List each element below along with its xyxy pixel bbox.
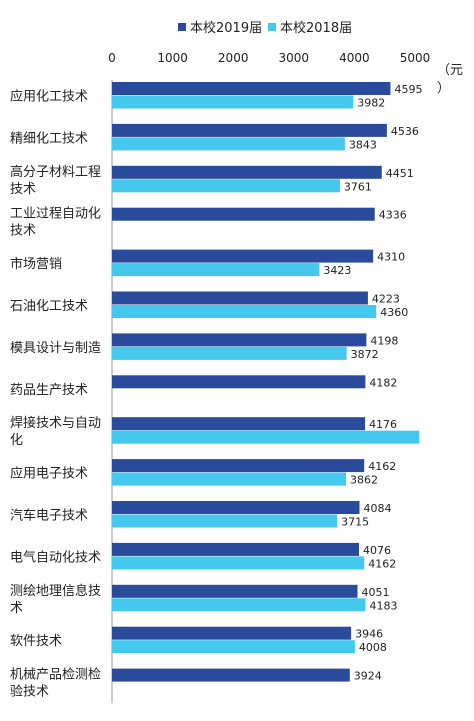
category-label: 焊接技术与自动 [10,415,101,431]
category-label: 市场营销 [10,256,62,272]
bar-2018 [112,472,347,486]
x-tick-label: 5000 [400,51,431,65]
value-label: 3843 [349,138,377,151]
bar-2018 [112,556,365,570]
legend-swatch [268,23,276,31]
value-label: 4310 [377,251,405,264]
value-label: 4162 [368,460,396,473]
bar-2018 [112,640,355,654]
unit-label-cont: ） [437,81,450,96]
value-label: 4198 [370,334,398,347]
value-label: 4223 [372,293,400,306]
unit-label: （元 [437,63,463,78]
category-label: 电气自动化技术 [10,549,101,565]
category-label: 验技术 [10,684,49,700]
value-label: 4008 [359,641,387,654]
bar-2019 [112,668,350,682]
category-label: 高分子材料工程 [10,164,101,180]
value-label: 3872 [351,348,379,361]
bar-2019 [112,165,382,179]
x-tick-label: 4000 [339,51,370,65]
bar-2018 [112,179,340,193]
bar-2019 [112,626,352,640]
legend-label: 本校2018届 [280,20,352,36]
category-labels: 应用化工技术精细化工技术高分子材料工程技术工业过程自动化技术市场营销石油化工技术… [10,89,101,700]
bar-2019 [112,375,366,389]
bar-2019 [112,123,387,137]
category-label: 术 [10,601,23,616]
value-label: 3924 [354,670,382,683]
value-label: 4076 [363,544,391,557]
value-label: 3423 [323,264,351,277]
value-label: 3946 [355,628,383,641]
bar-2018 [112,305,377,318]
value-label: 3982 [357,97,385,110]
bar-2018 [112,137,345,151]
category-label: 应用电子技术 [10,466,88,482]
bar-2018 [112,514,338,528]
value-label: 4536 [391,125,419,138]
category-label: 药品生产技术 [10,383,88,398]
bar-2019 [112,501,360,514]
value-label: 4336 [379,209,407,222]
category-label: 工业过程自动化 [10,207,101,222]
value-label: 4595 [394,83,422,96]
legend: 本校2019届 本校2018届 [178,20,352,36]
category-label: 模具设计与制造 [10,341,101,356]
category-label: 应用化工技术 [10,89,88,105]
value-label: 4451 [386,167,414,180]
category-label: 技术 [10,224,36,239]
value-label: 3761 [344,180,372,193]
value-label: 3862 [350,474,378,487]
legend-label: 本校2019届 [190,20,262,36]
x-tick-label: 1000 [157,51,188,65]
value-label: 4162 [368,557,396,570]
bar-2018 [112,346,347,360]
category-label: 软件技术 [10,634,62,649]
bar-2019 [112,542,360,556]
bar-2019 [112,459,365,473]
bar-2019 [112,207,375,221]
value-label: 4084 [363,502,391,515]
category-label: 机械产品检测检 [10,668,101,683]
value-label: 4051 [361,586,389,599]
value-label: 4360 [380,306,408,319]
bar-2018 [112,95,354,109]
value-label: 4182 [369,376,397,389]
bar-2019 [112,584,358,598]
category-label: 汽车电子技术 [10,508,88,524]
value-label: 4183 [369,599,397,612]
bar-2018 [112,430,420,444]
bar-2019 [112,291,368,305]
x-tick-label: 2000 [218,51,249,65]
bar-2019 [112,82,391,95]
category-label: 技术 [10,182,36,197]
value-label: 4176 [369,418,397,431]
category-label: 化 [10,433,23,448]
bars: 4595 3982 4536 3843 4451 3761 4336 4310 3423 4223… [112,82,422,683]
category-label: 精细化工技术 [10,131,88,146]
category-label: 石油化工技术 [10,299,88,314]
bar-2018 [112,598,366,612]
legend-swatch [178,23,186,31]
bar-2019 [112,333,367,347]
value-label: 3715 [341,516,369,529]
x-tick-label: 3000 [279,51,310,65]
bar-2019 [112,417,366,431]
bar-2019 [112,249,374,263]
x-tick-label: 0 [108,51,116,65]
category-label: 测绘地理信息技 [10,583,101,599]
bar-2018 [112,263,320,277]
